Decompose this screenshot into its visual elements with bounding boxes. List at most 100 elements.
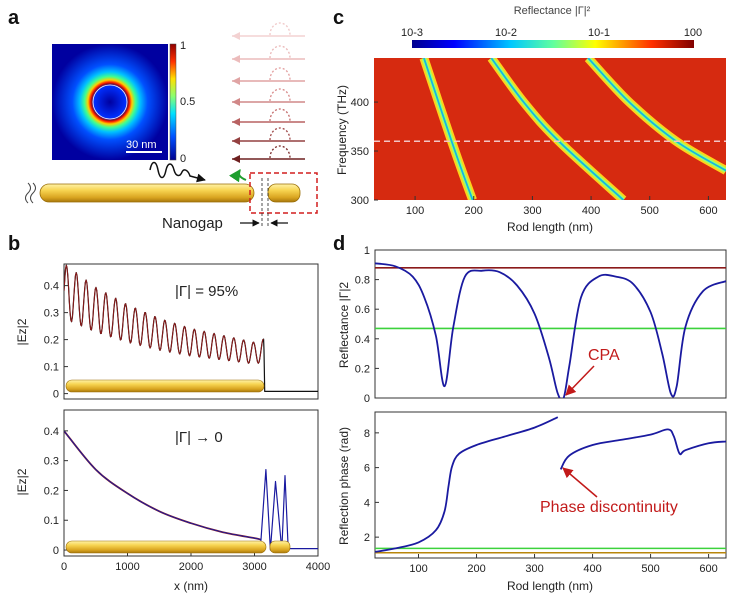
c-minimum-line-0: [423, 58, 474, 200]
c-x-tick-label: 300: [523, 205, 541, 217]
colorbar-tick-1: 1: [180, 40, 186, 52]
b-bottom-x-tick-label: 4000: [306, 561, 330, 573]
b-bottom-decay-red: [64, 430, 262, 541]
b-bottom-y-tick-label: 0.2: [44, 485, 59, 497]
b-top-frame: [63, 263, 319, 400]
phase-discontinuity-label: Phase discontinuity: [540, 499, 678, 516]
c-cbar-tick-3: 100: [684, 27, 702, 39]
d-bottom-phase-branch-1: [375, 416, 559, 553]
c-colorbar: [412, 40, 694, 48]
b-bottom-x-tick-label: 2000: [179, 561, 203, 573]
b-bottom-gap-peaks: [260, 469, 318, 551]
nanogap-label: Nanogap: [162, 215, 223, 232]
c-y-tick-label: 350: [351, 146, 369, 158]
field-colorbar: [169, 43, 177, 161]
b-bottom-decay-blue: [64, 430, 261, 541]
incoming-wavefronts: [269, 22, 291, 159]
d-bottom-phase-branch-2: [559, 428, 726, 470]
c-x-tick-label: 400: [582, 205, 600, 217]
panel-c-letter: c: [333, 7, 344, 29]
c-x-tick-label: 100: [406, 205, 424, 217]
c-x-tick-label: 500: [641, 205, 659, 217]
c-xlabel: Rod length (nm): [507, 220, 593, 234]
c-x-tick-label: 600: [699, 205, 717, 217]
c-y-tick-label: 400: [351, 97, 369, 109]
reflected-arrow: [229, 169, 247, 183]
panel-b: 0 0.1 0.2 0.3 0.4 0 0.1 0.2 0.3 0.4 0 1000 2000 300…: [15, 263, 330, 593]
panel-d-letter: d: [333, 233, 345, 255]
d-bottom-y-tick-label: 8: [364, 428, 370, 440]
b-bottom-y-tick-label: 0: [53, 545, 59, 557]
b-bottom-x-tick-label: 0: [61, 561, 67, 573]
panel-d: 0 0.2 0.4 0.6 0.8 1 2 4 6 8 100 200 300 400 500 600 R…: [337, 245, 727, 593]
c-x-tick-label: 200: [465, 205, 483, 217]
rod-cross-section: [92, 84, 128, 120]
d-bottom-y-tick-label: 6: [364, 463, 370, 475]
panel-a-letter: a: [8, 7, 20, 29]
d-xlabel: Rod length (nm): [507, 579, 593, 593]
colorbar-tick-0: 0: [180, 153, 186, 165]
d-bottom-ylabel: Reflection phase (rad): [337, 427, 351, 545]
long-nanorod: [39, 183, 255, 203]
scale-bar-label: 30 nm: [126, 139, 157, 151]
c-cbar-tick-0: 10-3: [401, 27, 423, 39]
b-bottom-x-tick-label: 1000: [115, 561, 139, 573]
b-top-y-tick-label: 0.3: [44, 308, 59, 320]
panel-c: Reflectance |Γ|² 10-3 10-2 10-1 100 100 2…: [335, 5, 726, 234]
b-bottom-y-tick-label: 0.1: [44, 515, 59, 527]
d-top-reflectance-curve: [375, 262, 726, 398]
short-nanorod: [267, 183, 301, 203]
b-top-ylabel: |Ez|2: [15, 318, 29, 345]
b-bottom-y-tick-label: 0.4: [44, 426, 59, 438]
d-top-y-tick-label: 0.2: [355, 363, 370, 375]
c-minimum-line-2: [587, 58, 726, 172]
panel-a: 1 0.5 0 30 nm: [25, 22, 318, 232]
cpa-label: CPA: [588, 347, 620, 364]
c-y-tick-label: 300: [351, 195, 369, 207]
d-top-y-tick-label: 0.6: [355, 304, 370, 316]
c-colorbar-title: Reflectance |Γ|²: [514, 5, 591, 17]
d-bottom-x-tick-label: 200: [467, 563, 485, 575]
phase-discontinuity-arrow: [562, 467, 598, 498]
colorbar-tick-0.5: 0.5: [180, 96, 195, 108]
gap-highlight-box: [249, 172, 318, 214]
b-top-rod: [65, 379, 265, 393]
d-top-y-tick-label: 0.4: [355, 334, 370, 346]
b-top-y-tick-label: 0.1: [44, 362, 59, 374]
c-ylabel: Frequency (THz): [335, 85, 349, 175]
d-top-y-tick-label: 1: [364, 245, 370, 257]
b-xlabel: x (nm): [174, 579, 208, 593]
b-bottom-ylabel: |Ez|2: [15, 468, 29, 495]
b-bottom-rod-short: [269, 540, 291, 554]
b-top-annotation: |Γ| = 95%: [175, 283, 238, 300]
rod-break-mark: [25, 182, 31, 204]
incoming-arrows: [232, 32, 305, 163]
c-cbar-tick-2: 10-1: [588, 27, 610, 39]
d-bottom-frame: [374, 411, 727, 559]
b-top-y-tick-label: 0.4: [44, 281, 59, 293]
field-map: [52, 44, 168, 160]
b-top-y-tick-label: 0.2: [44, 335, 59, 347]
b-top-y-tick-label: 0: [53, 389, 59, 401]
incident-wave: [149, 161, 206, 183]
d-top-ylabel: Reflectance |Γ|2: [337, 282, 351, 369]
d-bottom-x-tick-label: 100: [409, 563, 427, 575]
c-cbar-tick-1: 10-2: [495, 27, 517, 39]
d-top-frame: [374, 249, 727, 399]
b-bottom-x-tick-label: 3000: [242, 561, 266, 573]
b-bottom-annotation: |Γ| → 0: [175, 429, 223, 446]
d-bottom-y-tick-label: 2: [364, 532, 370, 544]
d-bottom-x-tick-label: 500: [641, 563, 659, 575]
b-top-field-red: [64, 264, 264, 364]
c-minimum-line-1: [490, 58, 624, 200]
d-bottom-x-tick-label: 300: [525, 563, 543, 575]
cpa-arrow: [565, 365, 595, 396]
d-bottom-x-tick-label: 400: [583, 563, 601, 575]
d-top-y-tick-label: 0.8: [355, 275, 370, 287]
d-top-y-tick-label: 0: [364, 393, 370, 405]
b-bottom-y-tick-label: 0.3: [44, 456, 59, 468]
b-bottom-rod-long: [65, 540, 267, 554]
d-bottom-y-tick-label: 4: [364, 497, 370, 509]
panel-b-letter: b: [8, 233, 20, 255]
